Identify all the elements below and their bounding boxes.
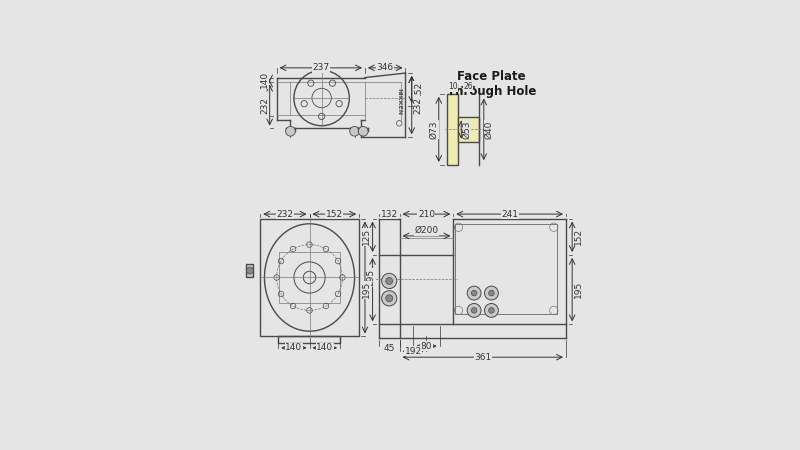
Text: 152: 152 [326,210,343,219]
Circle shape [467,303,481,317]
Text: 210: 210 [418,210,435,219]
Text: Ø53: Ø53 [462,120,471,139]
Bar [260,219,359,337]
Text: 192: 192 [405,347,422,356]
Text: 140: 140 [260,71,269,88]
Text: 195: 195 [362,281,371,298]
Text: 232: 232 [414,97,422,113]
Circle shape [489,290,494,296]
Circle shape [467,286,481,300]
Bar [458,117,478,142]
Text: NIKKEN: NIKKEN [397,88,402,115]
Text: 232: 232 [277,210,294,219]
Circle shape [246,267,254,274]
Text: Ø40: Ø40 [485,120,494,139]
Text: 361: 361 [474,353,491,362]
Bar [455,224,558,314]
Text: 152: 152 [574,228,583,245]
Text: 237: 237 [312,63,330,72]
Text: Face Plate
Through Hole: Face Plate Through Hole [446,70,536,98]
Text: 346: 346 [377,63,394,72]
Text: Ø73: Ø73 [429,120,438,139]
Text: 26: 26 [463,82,473,91]
Circle shape [485,303,498,317]
Circle shape [286,126,295,136]
Text: 295: 295 [366,269,376,286]
Bar [278,337,340,343]
Text: 10: 10 [448,82,458,91]
Circle shape [471,308,477,313]
Circle shape [350,126,359,136]
Text: 132: 132 [381,210,398,219]
Text: 241: 241 [501,210,518,219]
Text: 125: 125 [362,228,371,245]
Text: 80: 80 [421,342,432,351]
Circle shape [485,286,498,300]
Bar [447,94,458,165]
Circle shape [382,291,397,306]
Circle shape [382,273,397,288]
Circle shape [386,295,393,302]
Circle shape [489,308,494,313]
Text: 152: 152 [414,81,422,98]
Text: Ø200: Ø200 [414,226,438,235]
Text: 195: 195 [574,281,583,298]
Text: 232: 232 [260,97,269,113]
Circle shape [386,278,393,284]
Text: 45: 45 [383,344,395,353]
Text: 140: 140 [286,343,302,352]
Bar [279,252,340,303]
Circle shape [471,290,477,296]
Bar [246,264,254,278]
Circle shape [358,126,368,136]
Text: 140: 140 [316,343,334,352]
